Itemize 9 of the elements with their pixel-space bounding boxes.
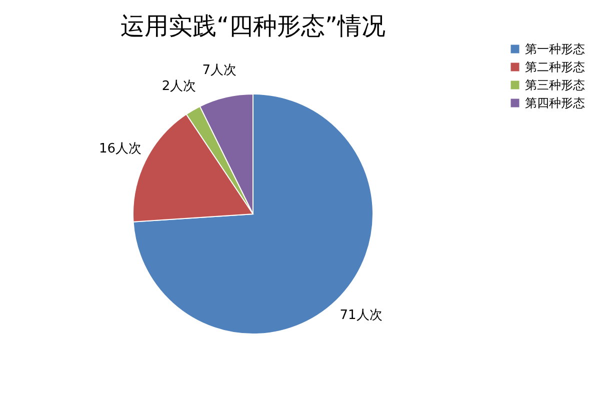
legend-label: 第二种形态: [525, 60, 585, 74]
data-label: 16人次: [98, 142, 142, 157]
legend-label: 第四种形态: [525, 96, 585, 110]
data-label: 7人次: [202, 62, 237, 78]
data-label: 2人次: [162, 78, 196, 94]
chart-title: 运用实践“四种形态”情况: [120, 12, 386, 40]
legend-label: 第一种形态: [525, 42, 585, 56]
data-label: 71人次: [340, 308, 382, 324]
legend-label: 第三种形态: [525, 78, 585, 92]
